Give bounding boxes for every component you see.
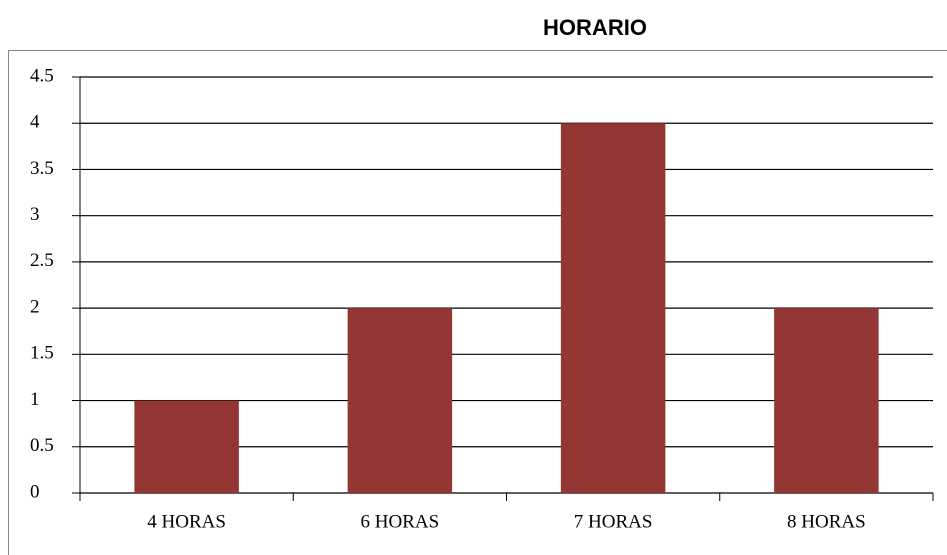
x-tick-label: 4 HORAS (147, 511, 226, 532)
chart-title: HORARIO (543, 15, 647, 40)
y-tick-label: 0 (30, 481, 40, 502)
bar (560, 123, 666, 493)
y-tick-label: 3 (30, 204, 40, 225)
y-tick-label: 1.5 (30, 343, 54, 364)
y-tick-label: 0.5 (30, 435, 54, 456)
y-tick-label: 2.5 (30, 250, 54, 271)
y-tick-label: 4.5 (30, 65, 54, 86)
y-tick-label: 4 (30, 112, 40, 133)
y-tick-label: 2 (30, 296, 40, 317)
x-tick-label: 8 HORAS (787, 511, 866, 532)
bar (774, 308, 879, 493)
x-tick-label: 6 HORAS (361, 511, 440, 532)
y-tick-label: 3.5 (30, 158, 54, 179)
bar (347, 308, 453, 493)
x-tick-label: 7 HORAS (574, 511, 653, 532)
y-tick-label: 1 (30, 389, 40, 410)
bar (134, 400, 239, 493)
chart-border (8, 50, 947, 555)
